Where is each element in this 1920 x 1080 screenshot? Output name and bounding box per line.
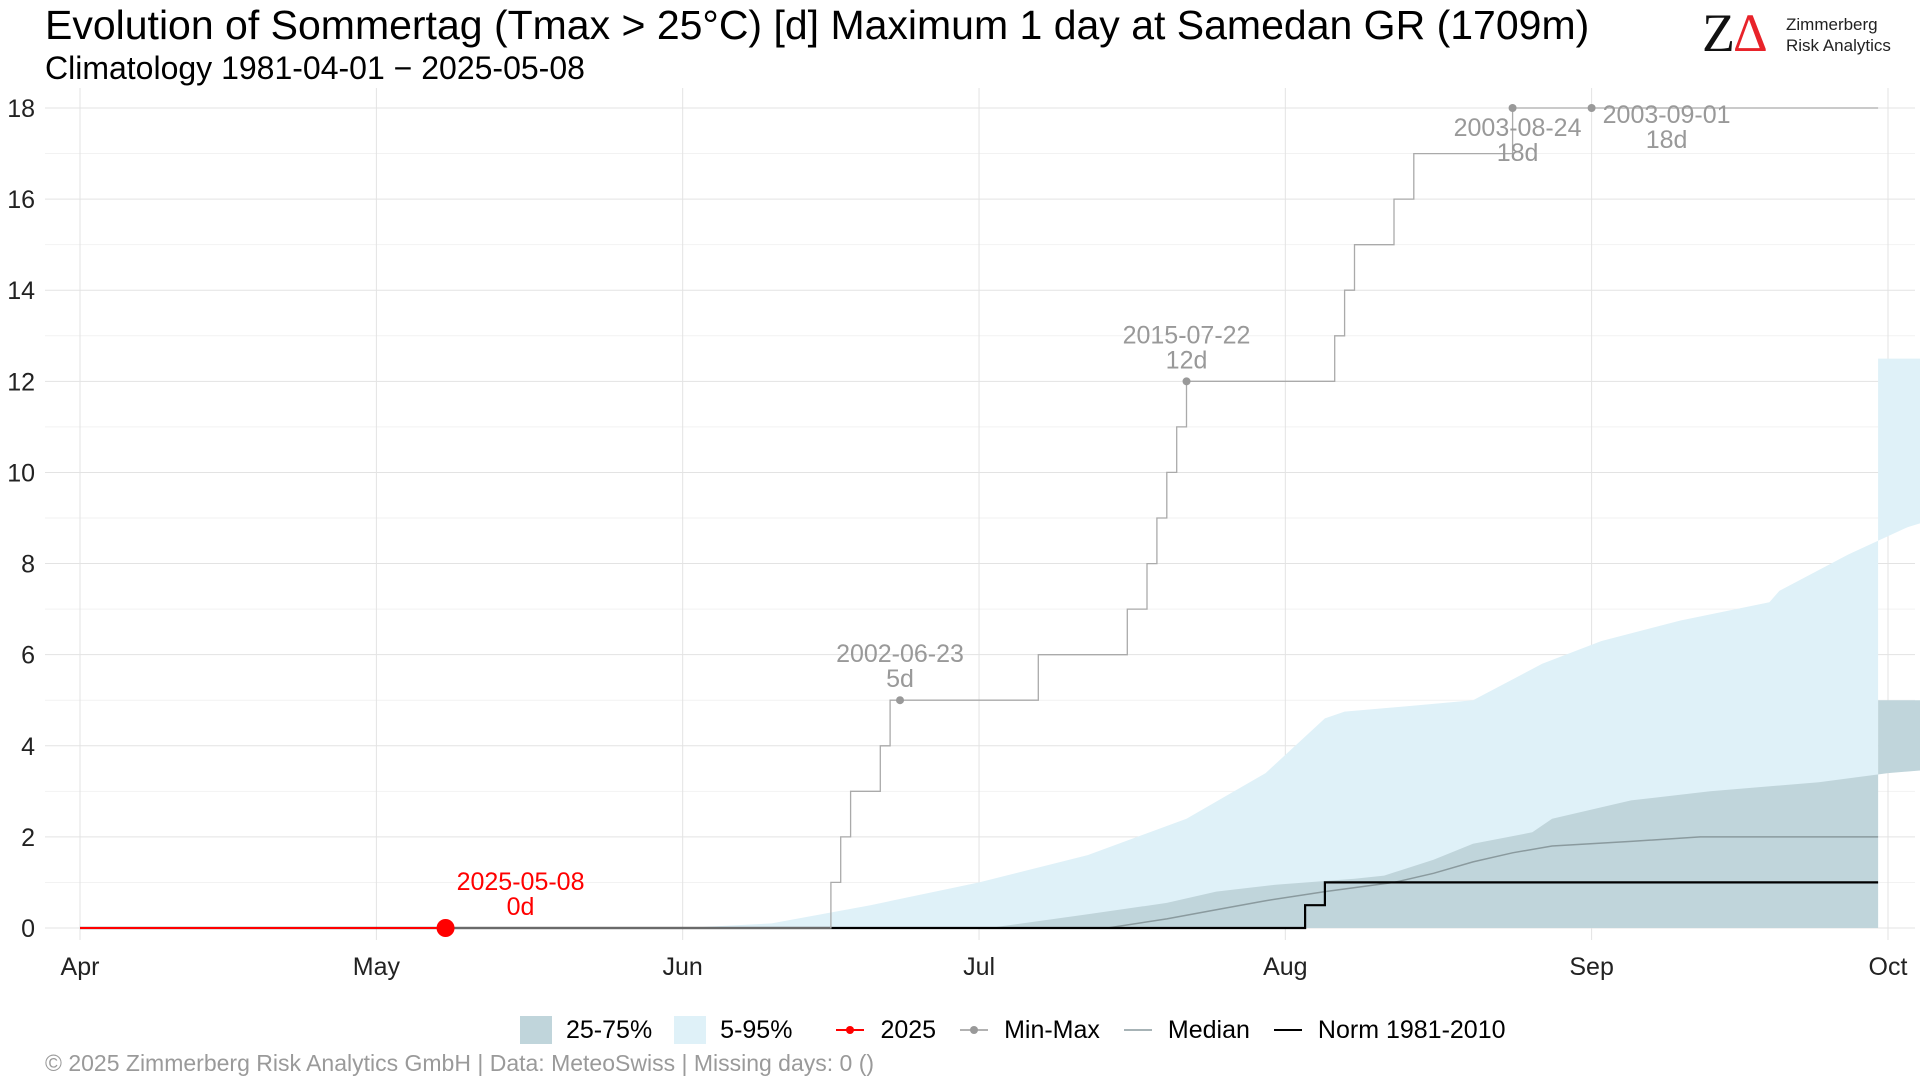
band-5-95- <box>80 358 1920 928</box>
legend-item-2025[interactable]: 2025 <box>834 1016 936 1045</box>
annotation-date-label: 2003-08-24 <box>1454 114 1582 142</box>
annotation-value-label: 0d <box>507 893 535 921</box>
logo-line-1: Zimmerberg <box>1786 15 1878 34</box>
legend-item-minmax[interactable]: Min-Max <box>958 1016 1100 1045</box>
y-tick-label: 6 <box>21 642 35 670</box>
lines-layer <box>80 107 1879 930</box>
x-tick-label: Sep <box>1569 953 1613 981</box>
legend-item-median[interactable]: Median <box>1122 1016 1250 1045</box>
company-logo: ZΔ Zimmerberg Risk Analytics <box>1702 3 1902 68</box>
x-tick-label: May <box>353 953 401 981</box>
annotation-value-label: 18d <box>1646 126 1688 154</box>
annotation-date-label: 2003-09-01 <box>1603 101 1731 129</box>
legend-item-norm[interactable]: Norm 1981-2010 <box>1272 1016 1506 1045</box>
grid-lines <box>45 88 1915 940</box>
logo-line-2: Risk Analytics <box>1786 36 1891 55</box>
chart-title: Evolution of Sommertag (Tmax > 25°C) [d]… <box>45 2 1590 48</box>
annotation-date-label: 2002-06-23 <box>836 640 964 668</box>
y-tick-label: 12 <box>7 368 35 396</box>
annotation-value-label: 18d <box>1497 139 1539 167</box>
legend-swatch-norm <box>1273 1029 1302 1031</box>
y-tick-label: 2 <box>21 824 35 852</box>
series-line-norm-1981-2010 <box>80 881 1879 930</box>
current-value-marker <box>436 919 455 937</box>
x-tick-label: Oct <box>1869 953 1908 981</box>
bands-layer <box>80 358 1920 928</box>
logo-text: Zimmerberg Risk Analytics <box>1786 14 1891 56</box>
legend-item-p25-75[interactable]: 25-75% <box>520 1016 652 1045</box>
x-tick-label: Apr <box>61 953 100 981</box>
logo-mark: ZΔ <box>1702 3 1768 63</box>
y-tick-label: 8 <box>21 551 35 579</box>
annotation-value-label: 12d <box>1166 346 1208 374</box>
legend-label-p5-95: 5-95% <box>720 1015 793 1044</box>
annotation-date-label: 2025-05-08 <box>457 868 585 896</box>
x-tick-label: Aug <box>1263 953 1307 981</box>
legend-swatch-median <box>1123 1029 1152 1031</box>
legend-label-minmax: Min-Max <box>1004 1015 1100 1044</box>
record-marker <box>1182 377 1191 386</box>
annotation-value-label: 5d <box>886 665 914 693</box>
y-tick-label: 0 <box>21 915 35 943</box>
record-marker <box>1587 104 1596 112</box>
y-tick-label: 14 <box>7 277 35 305</box>
annotation-date-label: 2015-07-22 <box>1123 321 1251 349</box>
y-tick-label: 16 <box>7 186 35 214</box>
annotations-layer: 2002-06-235d2015-07-2212d2003-08-2418d20… <box>436 101 1731 937</box>
legend-swatch-2025 <box>836 1026 865 1034</box>
band-25-75- <box>80 700 1920 928</box>
axis-labels: 0 2 4 6 8 10 12 14 16 18 Apr May Jun Jul Aug Sep Oct <box>7 95 1907 981</box>
legend-label-2025: 2025 <box>880 1015 937 1044</box>
legend-swatch-p25-75 <box>520 1016 552 1044</box>
chart-subtitle: Climatology 1981-04-01 − 2025-05-08 <box>45 50 585 86</box>
legend-item-p5-95[interactable]: 5-95% <box>674 1016 792 1045</box>
x-tick-label: Jun <box>663 953 703 981</box>
series-line-min-max <box>80 107 1879 929</box>
x-tick-label: Jul <box>963 953 995 981</box>
legend-label-median: Median <box>1167 1015 1250 1044</box>
legend-label-p25-75: 25-75% <box>566 1015 653 1044</box>
chart-legend: 25-75% 5-95% 2025 Min-Max Median Norm 19… <box>520 1010 1528 1050</box>
legend-label-norm: Norm 1981-2010 <box>1317 1015 1506 1044</box>
y-tick-label: 10 <box>7 459 35 487</box>
record-marker <box>896 696 905 705</box>
series-line-median <box>80 836 1879 929</box>
footer-credits: © 2025 Zimmerberg Risk Analytics GmbH | … <box>45 1050 875 1076</box>
y-tick-label: 4 <box>21 733 35 761</box>
legend-swatch-minmax <box>960 1026 989 1034</box>
record-marker <box>1508 104 1517 112</box>
y-tick-label: 18 <box>7 95 35 123</box>
chart-plot: 2002-06-235d2015-07-2212d2003-08-2418d20… <box>7 88 1920 981</box>
legend-swatch-p5-95 <box>674 1016 707 1044</box>
